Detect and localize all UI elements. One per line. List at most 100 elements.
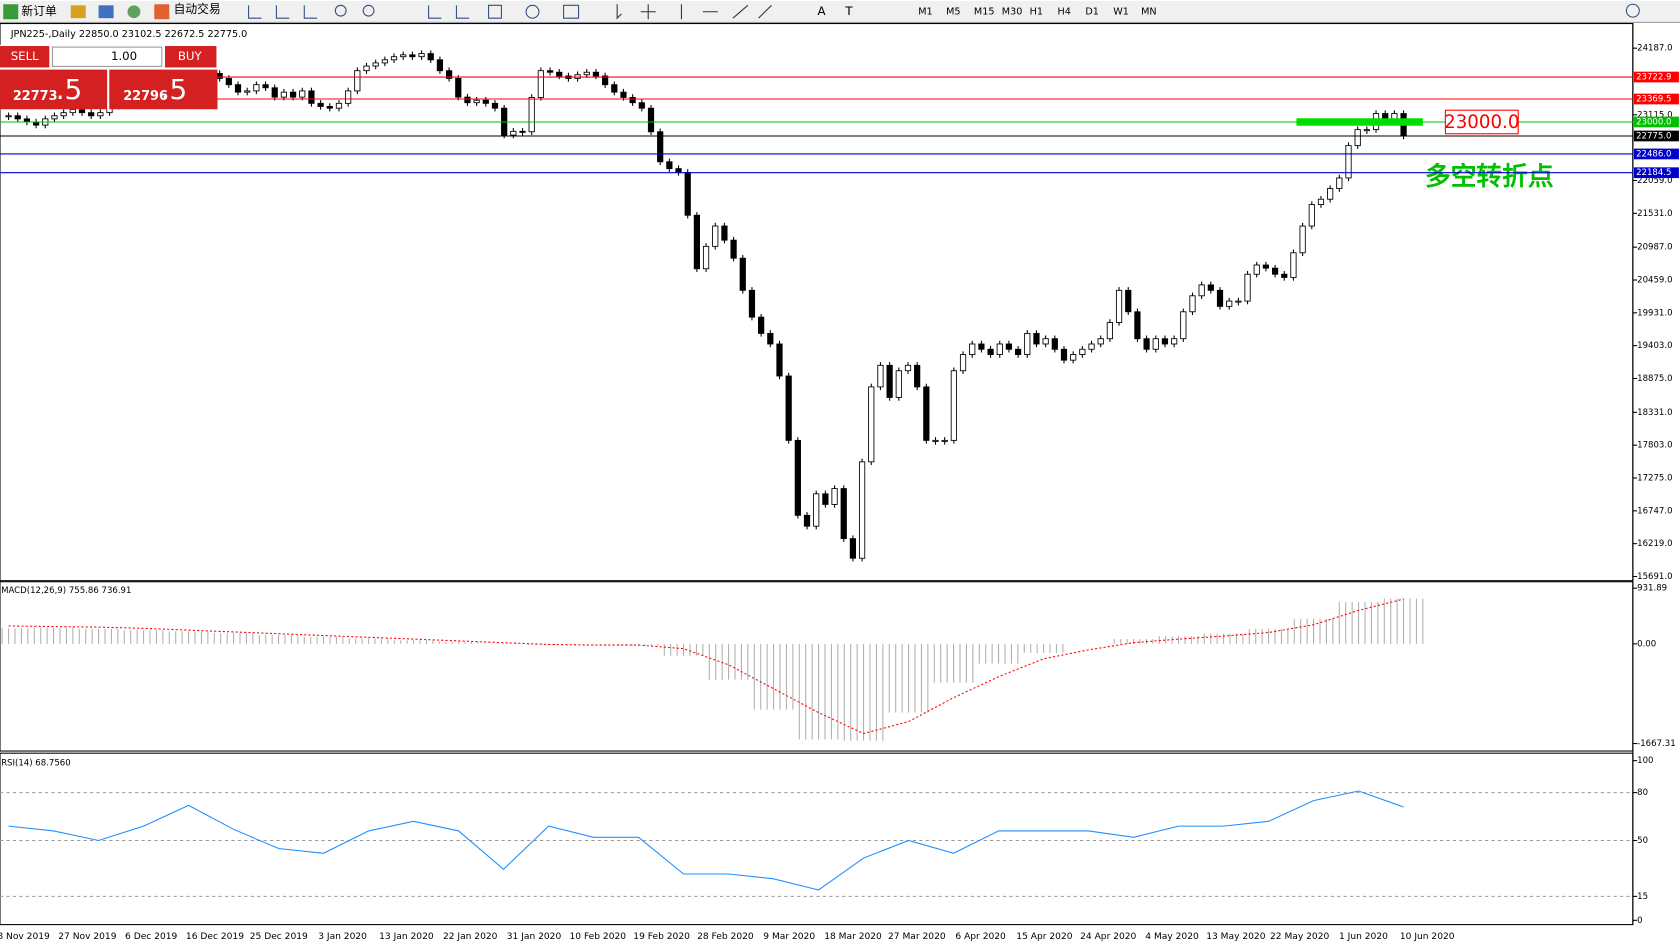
timeframe[interactable]: H4: [1058, 7, 1071, 18]
new-order-icon[interactable]: [3, 4, 19, 20]
text-tool[interactable]: A: [818, 4, 826, 18]
x-tick-label: 28 Feb 2020: [697, 932, 754, 942]
buy-price-box[interactable]: [109, 69, 218, 110]
candle: [702, 245, 710, 270]
label-tool[interactable]: T: [844, 4, 853, 18]
candle: [14, 115, 21, 120]
timeframe[interactable]: M30: [1002, 7, 1023, 18]
y-tick-label: 17803.0: [1637, 441, 1672, 451]
candle: [803, 514, 811, 527]
timeframe[interactable]: H1: [1030, 7, 1043, 18]
candle: [519, 130, 526, 133]
price-level-tag: [1633, 116, 1679, 128]
buy-label[interactable]: BUY: [178, 49, 203, 63]
icon[interactable]: [127, 5, 141, 19]
x-tick-label: 27 Nov 2019: [58, 932, 116, 942]
x-tick-label: 19 Feb 2020: [633, 932, 690, 942]
y-tick-label: 100: [1637, 756, 1653, 766]
candle: [1244, 273, 1251, 302]
candle: [225, 78, 232, 86]
y-tick-label: 15691.0: [1637, 572, 1672, 582]
candle: [372, 62, 379, 67]
rsi-line: [8, 790, 1404, 891]
candle: [455, 78, 462, 98]
candle: [1042, 338, 1049, 345]
candle: [546, 70, 554, 73]
icon[interactable]: [98, 5, 114, 19]
candle: [345, 90, 352, 104]
candle: [1189, 295, 1196, 313]
candle: [868, 386, 875, 463]
candle: [1290, 252, 1297, 278]
periods[interactable]: [525, 4, 540, 19]
candle: [950, 370, 957, 441]
zoom-out[interactable]: [362, 4, 375, 17]
draw-tools[interactable]: [616, 4, 772, 20]
tool-icons[interactable]: [248, 4, 580, 19]
candle: [858, 461, 866, 559]
zoom-in[interactable]: [334, 4, 347, 17]
y-tick-label: 16747.0: [1637, 506, 1672, 516]
search[interactable]: [1625, 3, 1640, 18]
candle: [1015, 348, 1022, 355]
candle: [51, 115, 58, 120]
candle: [969, 343, 976, 355]
lot-value[interactable]: 1.00: [111, 49, 137, 63]
candle: [1033, 332, 1040, 345]
candle: [271, 87, 278, 98]
candle: [886, 364, 893, 398]
candle: [1060, 348, 1068, 361]
candle: [1317, 198, 1325, 205]
timeframe[interactable]: W1: [1113, 7, 1129, 18]
y-tick-label: 18875.0: [1637, 374, 1672, 384]
candle: [97, 112, 104, 117]
candle: [418, 53, 425, 58]
timeframe[interactable]: M1: [918, 7, 932, 18]
candle: [1115, 289, 1123, 323]
candle: [317, 102, 324, 107]
lot-input[interactable]: [51, 46, 163, 67]
sell-price-box[interactable]: [0, 69, 108, 110]
buy-fraction[interactable]: .5: [161, 73, 188, 106]
y-tick-label: -1667.31: [1637, 739, 1676, 749]
new-order[interactable]: 新订单: [21, 4, 57, 18]
candle: [675, 168, 682, 173]
y-tick-label: 0.00: [1637, 639, 1656, 649]
candle: [794, 439, 801, 516]
candle: [895, 370, 902, 398]
buy-button[interactable]: [165, 46, 217, 68]
candle: [1125, 289, 1132, 313]
candle: [1097, 338, 1104, 345]
auto-trading[interactable]: 自动交易: [174, 2, 221, 16]
timeframe[interactable]: M5: [946, 7, 960, 18]
candle: [510, 130, 517, 136]
sell-fraction[interactable]: .5: [56, 73, 83, 106]
candle: [767, 332, 774, 345]
candle: [822, 493, 829, 505]
candle: [914, 364, 921, 388]
timeframe[interactable]: M15: [974, 7, 995, 18]
buy-price[interactable]: 22796: [123, 89, 168, 104]
x-tick-label: 16 Dec 2019: [186, 932, 244, 942]
sell-button[interactable]: [0, 46, 50, 68]
price-level-tag: [1633, 167, 1679, 179]
chart-area: [0, 23, 1680, 945]
y-tick-label: 931.89: [1637, 584, 1667, 594]
candle: [445, 70, 453, 79]
candle: [473, 99, 480, 104]
price-level-label: 23000.0: [1636, 117, 1671, 127]
candle: [592, 71, 600, 77]
timeframe[interactable]: D1: [1085, 7, 1099, 18]
icon[interactable]: [70, 5, 86, 19]
timeframe[interactable]: MN: [1141, 7, 1157, 18]
auto-trading-icon[interactable]: [154, 4, 170, 20]
sell-price[interactable]: 22773: [13, 89, 58, 104]
candle: [941, 439, 948, 442]
x-tick-label: 22 May 2020: [1270, 932, 1330, 942]
sell-label[interactable]: SELL: [11, 49, 39, 63]
candle: [244, 90, 251, 93]
candle: [978, 343, 985, 350]
x-tick-label: 31 Jan 2020: [507, 932, 562, 942]
candle: [748, 289, 756, 318]
candle: [335, 102, 343, 109]
